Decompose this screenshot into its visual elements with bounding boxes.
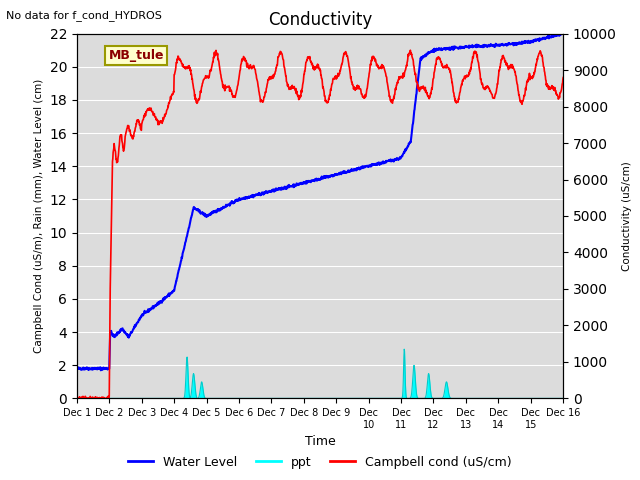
Y-axis label: Campbell Cond (uS/m), Rain (mm), Water Level (cm): Campbell Cond (uS/m), Rain (mm), Water L… xyxy=(34,79,44,353)
Text: MB_tule: MB_tule xyxy=(108,49,164,62)
X-axis label: Time: Time xyxy=(305,435,335,448)
Legend: Water Level, ppt, Campbell cond (uS/cm): Water Level, ppt, Campbell cond (uS/cm) xyxy=(123,451,517,474)
Text: No data for f_cond_HYDROS: No data for f_cond_HYDROS xyxy=(6,10,163,21)
Y-axis label: Conductivity (uS/cm): Conductivity (uS/cm) xyxy=(622,161,632,271)
Title: Conductivity: Conductivity xyxy=(268,11,372,29)
